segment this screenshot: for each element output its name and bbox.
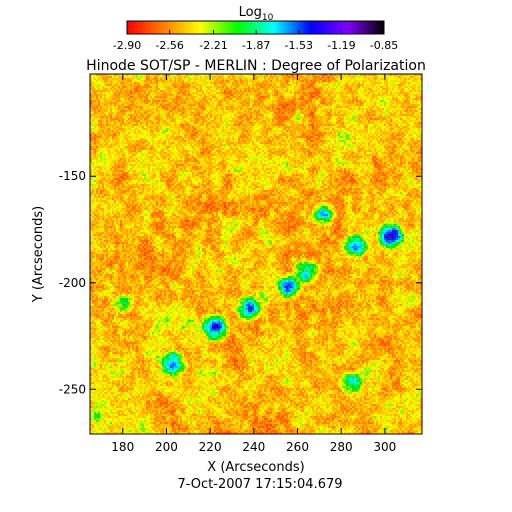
x-tick-label: 220 [199,440,222,454]
colorbar-tick-label: -2.90 [113,39,141,52]
y-tick-label: -250 [59,382,86,396]
colorbar [126,20,385,35]
x-tick-label: 200 [155,440,178,454]
y-tick-label: -200 [59,276,86,290]
x-tick-label: 260 [286,440,309,454]
colorbar-label-sub: 10 [262,13,274,23]
colorbar-label: Log10 [239,5,274,23]
x-tick-label: 280 [330,440,353,454]
x-axis-label: X (Arcseconds) [207,460,304,475]
colorbar-label-base: Log [239,5,262,20]
colorbar-tick-label: -2.21 [199,39,227,52]
colorbar-tick-label: -0.85 [370,39,398,52]
y-axis-label: Y (Arcseconds) [31,206,46,303]
y-axis: -150 -200 -250 [59,169,422,396]
colorbar-tick-label: -2.56 [155,39,183,52]
x-tick-label: 240 [242,440,265,454]
x-tick-label: 180 [111,440,134,454]
colorbar-tick-label: -1.53 [285,39,313,52]
colorbar-tick-label: -1.87 [242,39,270,52]
timestamp: 7-Oct-2007 17:15:04.679 [177,477,342,492]
x-axis: 180 200 220 240 260 280 300 [111,74,396,454]
polarization-map [90,74,422,434]
plot-area [89,73,423,435]
colorbar-tick-label: -1.19 [327,39,355,52]
colorbar-ticks: -2.90 -2.56 -2.21 -1.87 -1.53 -1.19 -0.85 [113,30,398,52]
x-tick-label: 300 [373,440,396,454]
heatmap [90,74,422,434]
chart-title: Hinode SOT/SP - MERLIN : Degree of Polar… [86,58,426,74]
y-tick-label: -150 [59,169,86,183]
plot-frame [89,73,423,435]
